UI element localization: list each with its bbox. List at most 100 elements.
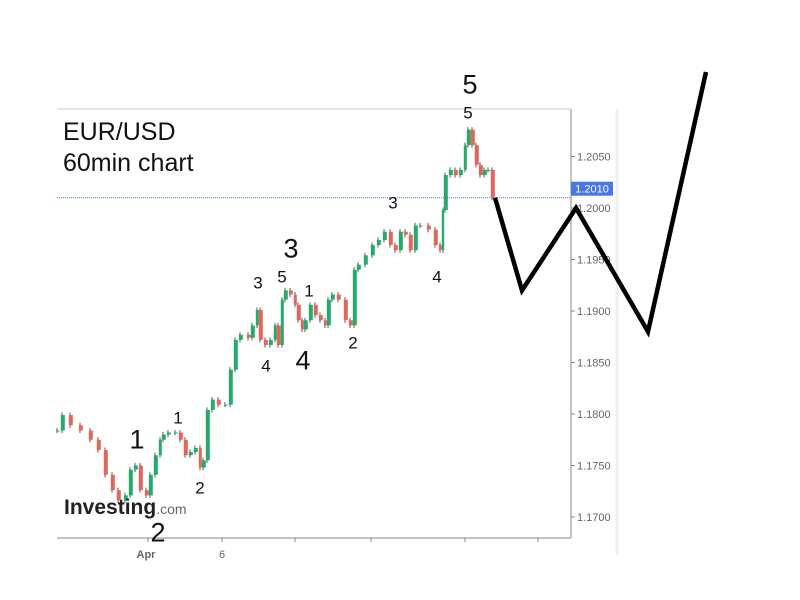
candle-down bbox=[393, 245, 398, 251]
candle-up bbox=[482, 169, 487, 176]
candle-up bbox=[228, 369, 233, 405]
wave-label: 5 bbox=[462, 69, 478, 100]
wave-label: 1 bbox=[129, 424, 145, 455]
candle-down bbox=[453, 169, 458, 176]
candle-up bbox=[463, 145, 467, 170]
candle-down bbox=[336, 294, 341, 300]
y-tick-label: 1.1850 bbox=[577, 358, 611, 370]
candle-down bbox=[388, 231, 393, 246]
candles bbox=[55, 127, 495, 504]
candle-up bbox=[303, 320, 308, 330]
candle-down bbox=[183, 439, 188, 456]
candle-up bbox=[308, 304, 313, 321]
wave-label: 3 bbox=[253, 273, 263, 293]
candle-down bbox=[403, 231, 408, 235]
candle-up bbox=[166, 432, 171, 435]
candle-up bbox=[330, 294, 335, 300]
candle-down bbox=[246, 334, 251, 338]
candle-up bbox=[382, 231, 387, 240]
wave-label: 4 bbox=[261, 356, 271, 376]
candle-up bbox=[486, 169, 491, 171]
candle-down bbox=[263, 339, 268, 345]
candle-down bbox=[408, 234, 413, 251]
wave-label: 3 bbox=[283, 233, 299, 264]
candle-up bbox=[370, 245, 375, 256]
candle-up bbox=[161, 434, 166, 440]
candle-up bbox=[283, 290, 288, 300]
candle-up bbox=[238, 334, 243, 340]
candle-down bbox=[103, 450, 108, 475]
candle-up bbox=[466, 129, 471, 146]
candle-up bbox=[363, 255, 368, 265]
candle-up bbox=[448, 169, 453, 176]
candle-down bbox=[110, 474, 115, 491]
logo-main: Investing bbox=[64, 496, 157, 519]
candle-down bbox=[96, 439, 101, 451]
candle-up bbox=[60, 415, 65, 431]
candle-up bbox=[458, 169, 463, 176]
candle-up bbox=[55, 430, 60, 432]
candle-up bbox=[443, 175, 448, 211]
candle-up bbox=[133, 465, 138, 470]
wave-label: 5 bbox=[277, 267, 287, 287]
candle-down bbox=[116, 490, 121, 501]
candle-up bbox=[280, 299, 284, 345]
candle-down bbox=[198, 447, 202, 468]
candle-down bbox=[68, 415, 73, 426]
candle-down bbox=[293, 294, 297, 305]
candle-up bbox=[441, 210, 445, 251]
y-tick-label: 1.2000 bbox=[577, 203, 611, 215]
candle-down bbox=[318, 315, 323, 321]
candle-up bbox=[158, 439, 162, 456]
current-price-label: 1.2010 bbox=[575, 184, 609, 196]
candle-up bbox=[418, 225, 423, 227]
wave-label: 2 bbox=[195, 478, 205, 498]
candle-up bbox=[273, 325, 277, 340]
y-tick-label: 1.1750 bbox=[577, 461, 611, 473]
candle-down bbox=[300, 320, 304, 330]
candle-up bbox=[193, 447, 198, 453]
candle-down bbox=[216, 399, 221, 405]
candle-down bbox=[470, 129, 475, 146]
candle-down bbox=[433, 229, 438, 246]
logo-suffix: .com bbox=[156, 501, 187, 517]
candle-down bbox=[78, 425, 83, 431]
x-tick-label-6: 6 bbox=[219, 549, 225, 561]
candle-down bbox=[438, 245, 442, 251]
candle-down bbox=[144, 490, 149, 496]
candle-up bbox=[153, 455, 158, 475]
candle-down bbox=[478, 164, 483, 176]
candle-up bbox=[123, 495, 128, 501]
candle-down bbox=[178, 432, 183, 440]
x-tick-label-apr: Apr bbox=[137, 549, 157, 561]
candle-down bbox=[138, 465, 143, 491]
candle-up bbox=[356, 264, 361, 270]
y-tick-label: 1.2050 bbox=[577, 152, 611, 164]
investing-logo: Investing.com bbox=[64, 497, 187, 518]
candle-down bbox=[474, 145, 479, 165]
candle-down bbox=[88, 430, 93, 440]
projection-path bbox=[492, 71, 709, 338]
candle-down bbox=[276, 325, 281, 345]
x-axis-ticks: Apr 6 bbox=[137, 538, 539, 561]
candle-up bbox=[201, 460, 206, 468]
y-axis-ticks: 1.20501.20001.19501.19001.18501.18001.17… bbox=[571, 152, 611, 524]
chart-subtitle: 60min chart bbox=[63, 149, 194, 177]
candle-up bbox=[250, 325, 255, 338]
candle-up bbox=[326, 299, 331, 326]
wave-label: 5 bbox=[463, 103, 473, 123]
current-price-badge bbox=[571, 181, 613, 196]
candle-up bbox=[205, 409, 210, 461]
y-tick-label: 1.1800 bbox=[577, 409, 611, 421]
candle-up bbox=[268, 339, 273, 345]
candle-up bbox=[128, 469, 133, 496]
candle-down bbox=[258, 309, 263, 340]
wave-label: 4 bbox=[295, 345, 311, 376]
candle-up bbox=[352, 269, 357, 326]
candle-up bbox=[223, 404, 228, 406]
candle-up bbox=[148, 474, 153, 496]
wave-label: 4 bbox=[432, 267, 442, 287]
y-tick-label: 1.1900 bbox=[577, 306, 611, 318]
